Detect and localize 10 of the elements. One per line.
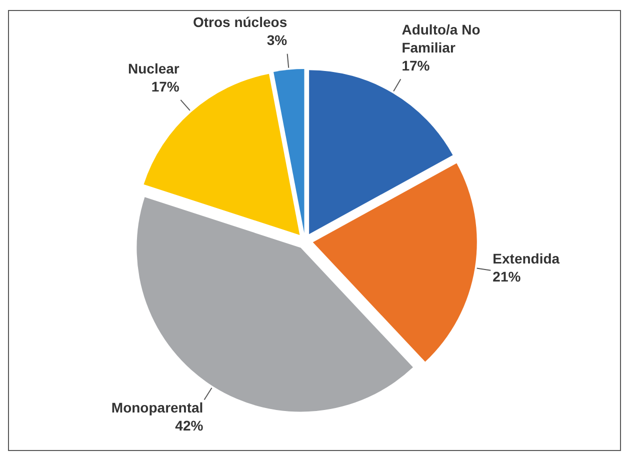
data-label: 3%	[266, 32, 288, 48]
data-label: 42%	[175, 417, 204, 434]
slice-label: Nuclear	[128, 60, 180, 76]
slice-label: Adulto/a No Familiar	[402, 21, 480, 56]
data-label: 21%	[492, 268, 522, 285]
slice-label: Otros núcleos	[192, 14, 288, 30]
data-label: 17%	[151, 78, 180, 94]
data-label: 17%	[402, 57, 430, 74]
slice-label: Monoparental	[111, 399, 204, 416]
slice-label: Extendida	[492, 250, 560, 267]
